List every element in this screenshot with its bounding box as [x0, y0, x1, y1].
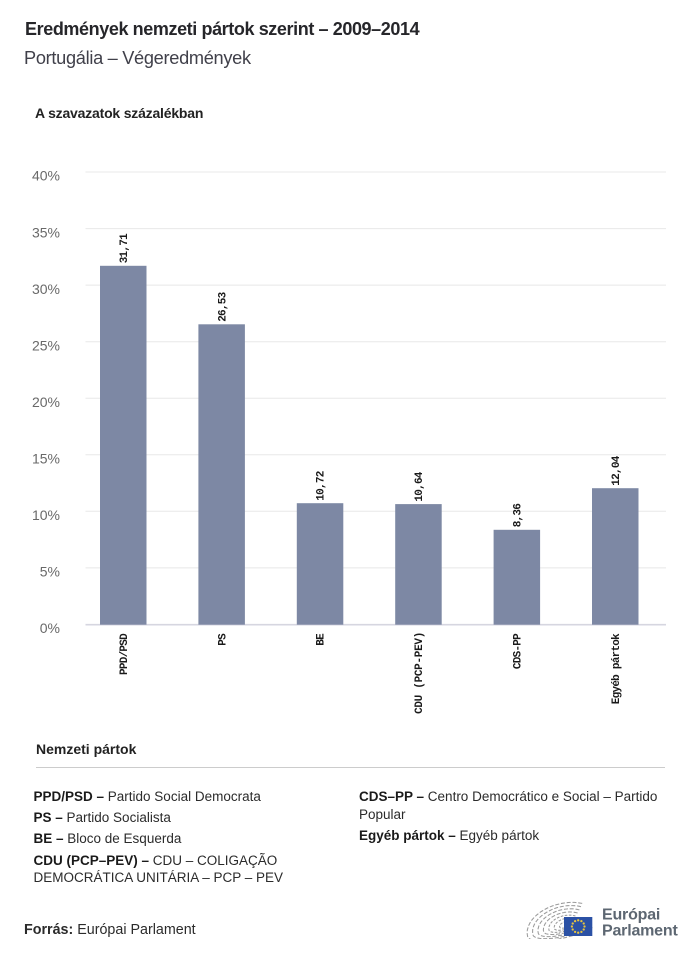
svg-text:10%: 10%	[32, 507, 60, 523]
svg-text:30%: 30%	[32, 281, 60, 297]
svg-text:CDS-PP: CDS-PP	[513, 633, 525, 669]
svg-text:40%: 40%	[32, 168, 60, 184]
svg-text:20%: 20%	[32, 394, 60, 410]
svg-text:CDU (PCP-PEV): CDU (PCP-PEV)	[414, 632, 426, 714]
svg-text:26,53: 26,53	[217, 291, 229, 321]
svg-text:PPD/PSD: PPD/PSD	[119, 633, 131, 675]
svg-text:Parlament: Parlament	[602, 923, 678, 940]
svg-text:Egyéb pártok: Egyéb pártok	[611, 633, 623, 704]
svg-text:35%: 35%	[32, 224, 60, 240]
svg-text:BE: BE	[316, 633, 328, 646]
svg-text:0%: 0%	[40, 620, 60, 636]
svg-text:12,04: 12,04	[611, 455, 623, 485]
svg-text:5%: 5%	[40, 564, 60, 580]
svg-text:31,71: 31,71	[119, 233, 131, 263]
svg-text:15%: 15%	[32, 451, 60, 467]
svg-text:25%: 25%	[32, 337, 60, 353]
svg-text:PS: PS	[217, 633, 229, 646]
svg-text:Európai: Európai	[602, 907, 660, 924]
svg-text:10,64: 10,64	[414, 471, 426, 501]
svg-text:8,36: 8,36	[513, 504, 525, 528]
svg-text:10,72: 10,72	[316, 471, 328, 500]
